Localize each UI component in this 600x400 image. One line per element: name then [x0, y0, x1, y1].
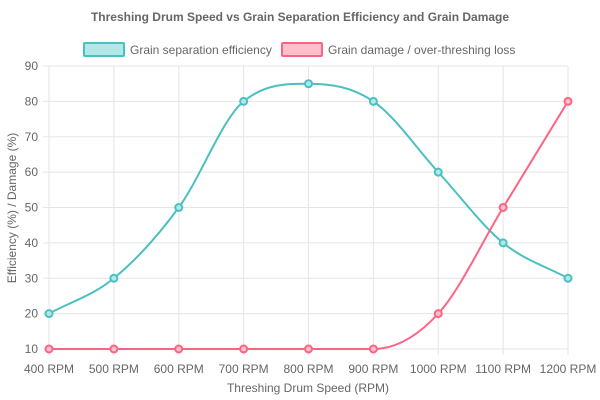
x-tick-label: 700 RPM	[219, 362, 269, 376]
data-point-efficiency[interactable]	[563, 273, 573, 283]
data-point-damage[interactable]	[304, 344, 313, 354]
y-tick-label: 70	[25, 130, 39, 144]
y-tick-label: 60	[25, 165, 39, 179]
data-points	[44, 79, 573, 354]
legend-swatch-efficiency[interactable]	[83, 42, 125, 57]
y-tick-label: 20	[25, 307, 39, 321]
data-point-damage[interactable]	[563, 96, 573, 106]
data-point-efficiency[interactable]	[368, 96, 378, 106]
series-line-damage	[49, 100, 569, 351]
y-tick-label: 80	[25, 94, 39, 108]
legend-swatch-damage[interactable]	[281, 42, 323, 57]
y-tick-label: 10	[25, 342, 39, 356]
data-point-efficiency[interactable]	[498, 238, 508, 248]
x-axis-ticks: 400 RPM 500 RPM 600 RPM 700 RPM 800 RPM 900 R…	[24, 362, 596, 376]
chart-title: Threshing Drum Speed vs Grain Separation…	[91, 10, 509, 24]
data-point-damage[interactable]	[109, 344, 119, 354]
data-point-efficiency[interactable]	[304, 79, 313, 89]
x-tick-label: 900 RPM	[348, 362, 398, 376]
x-tick-label: 800 RPM	[283, 362, 333, 376]
x-tick-label: 1100 RPM	[475, 362, 531, 376]
x-tick-label: 600 RPM	[154, 362, 204, 376]
data-point-damage[interactable]	[239, 344, 249, 354]
data-point-damage[interactable]	[433, 309, 443, 319]
x-tick-label: 1200 RPM	[540, 362, 597, 376]
legend-label-efficiency[interactable]: Grain separation efficiency	[130, 43, 272, 57]
data-point-damage[interactable]	[44, 344, 54, 354]
data-point-efficiency[interactable]	[174, 203, 184, 212]
x-tick-label: 400 RPM	[24, 362, 74, 376]
y-tick-label: 30	[25, 271, 39, 285]
data-point-efficiency[interactable]	[44, 309, 54, 319]
y-tick-label: 50	[25, 201, 39, 215]
grid	[43, 65, 569, 355]
y-tick-label: 90	[25, 59, 39, 73]
x-tick-label: 500 RPM	[89, 362, 139, 376]
legend-label-damage[interactable]: Grain damage / over-threshing loss	[328, 43, 515, 57]
y-tick-label: 40	[25, 236, 39, 250]
legend: Grain separation efficiency Grain damage…	[83, 42, 515, 57]
data-point-efficiency[interactable]	[433, 167, 443, 177]
data-point-efficiency[interactable]	[109, 273, 119, 283]
y-axis-ticks: 10 20 30 40 50 60 70 80 90	[25, 59, 39, 356]
x-tick-label: 1000 RPM	[410, 362, 467, 376]
data-point-damage[interactable]	[498, 203, 508, 212]
data-point-damage[interactable]	[368, 344, 378, 354]
data-point-efficiency[interactable]	[239, 96, 249, 106]
y-axis-title: Efficiency (%) / Damage (%)	[5, 133, 19, 284]
x-axis-title: Threshing Drum Speed (RPM)	[227, 381, 389, 395]
data-point-damage[interactable]	[174, 344, 184, 354]
